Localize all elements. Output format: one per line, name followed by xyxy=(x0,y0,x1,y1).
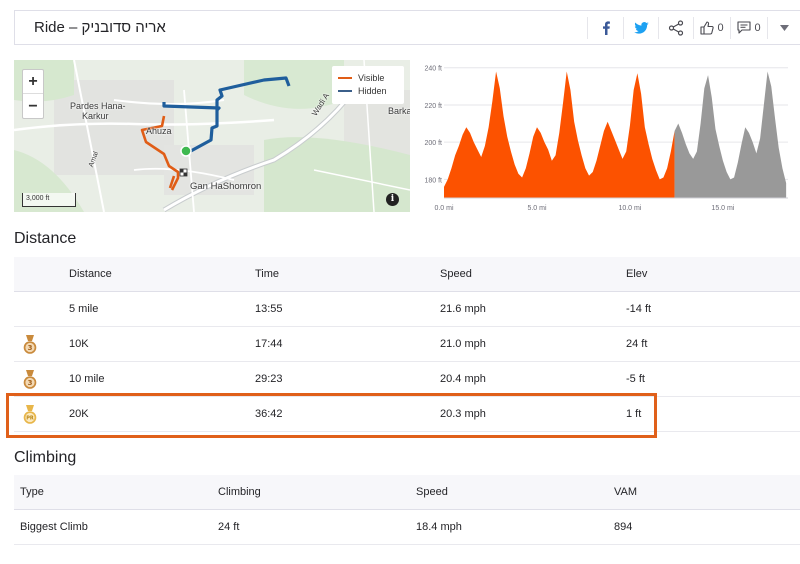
cell-speed: 21.0 mph xyxy=(440,338,486,350)
y-tick-label: 240 ft xyxy=(424,66,442,73)
cell-time: 17:44 xyxy=(255,338,283,350)
map-place-label: Ahuza xyxy=(146,126,172,136)
header-divider xyxy=(587,17,588,39)
cell-speed: 20.3 mph xyxy=(440,408,486,420)
table-row[interactable]: PR 20K 36:42 20.3 mph 1 ft xyxy=(14,397,800,432)
elevation-area-hidden xyxy=(674,71,787,198)
header-divider xyxy=(623,17,624,39)
column-header-elev: Elev xyxy=(626,268,648,280)
map-legend: Visible Hidden xyxy=(332,66,404,104)
column-header-type: Type xyxy=(20,486,44,498)
x-tick-label: 10.0 mi xyxy=(618,205,641,212)
cell-type: Biggest Climb xyxy=(20,521,88,533)
map-place-label: Barka xyxy=(388,106,410,116)
legend-item-visible: Visible xyxy=(338,71,398,84)
comments-count: 0 xyxy=(754,21,761,34)
info-icon[interactable]: i xyxy=(386,193,399,206)
cell-vam: 894 xyxy=(614,521,633,533)
cell-speed: 20.4 mph xyxy=(440,373,486,385)
header-divider xyxy=(767,17,768,39)
bronze-medal-icon: 3 xyxy=(23,370,37,389)
medal-rank: PR xyxy=(26,416,34,422)
cell-time: 36:42 xyxy=(255,408,283,420)
cell-speed: 18.4 mph xyxy=(416,521,462,533)
column-header-time: Time xyxy=(255,268,280,280)
row-highlight-box xyxy=(6,393,657,438)
cell-time: 29:23 xyxy=(255,373,283,385)
column-header-speed: Speed xyxy=(416,486,448,498)
kudos-button[interactable]: 0 xyxy=(694,11,730,44)
column-header-distance: Distance xyxy=(69,268,112,280)
cell-time: 13:55 xyxy=(255,303,283,315)
caret-down-icon xyxy=(780,24,789,31)
elevation-chart[interactable]: 240 ft 220 ft 200 ft 180 ft 0.0 mi 5.0 mi 10.0… xyxy=(418,60,800,216)
map-place-label: Pardes Hana- Karkur xyxy=(70,101,126,121)
climbing-section-title: Climbing xyxy=(14,449,77,466)
x-tick-label: 5.0 mi xyxy=(527,205,547,212)
map-zoom-control: + − xyxy=(22,69,44,119)
legend-swatch xyxy=(338,89,352,92)
medal-rank: 3 xyxy=(28,379,33,387)
share-button[interactable] xyxy=(659,11,693,44)
share-icon xyxy=(668,19,684,36)
zoom-in-button[interactable]: + xyxy=(23,70,43,94)
distance-section-title: Distance xyxy=(14,230,77,247)
table-header: Distance Time Speed Elev xyxy=(14,257,800,292)
activity-header: אריה סדובניק – Ride 0 0 xyxy=(14,10,800,45)
route-map[interactable]: Pardes Hana- Karkur Ahuza Gan HaShomron … xyxy=(14,60,410,212)
map-scale-bar: 3,000 ft xyxy=(22,193,76,207)
header-divider xyxy=(658,17,659,39)
y-tick-label: 200 ft xyxy=(424,140,442,147)
table-row[interactable]: 3 10 mile 29:23 20.4 mph -5 ft xyxy=(14,362,800,397)
column-header-climbing: Climbing xyxy=(218,486,261,498)
table-row[interactable]: Biggest Climb 24 ft 18.4 mph 894 xyxy=(14,510,800,545)
activity-title: אריה סדובניק – Ride xyxy=(34,19,166,36)
table-row[interactable]: 5 mile 13:55 21.6 mph -14 ft xyxy=(14,292,800,327)
header-divider xyxy=(693,17,694,39)
y-tick-label: 180 ft xyxy=(424,177,442,184)
table-row[interactable]: 3 10K 17:44 21.0 mph 24 ft xyxy=(14,327,800,362)
elevation-area-visible xyxy=(444,71,675,198)
cell-speed: 21.6 mph xyxy=(440,303,486,315)
cell-elev: -14 ft xyxy=(626,303,652,315)
table-header: Type Climbing Speed VAM xyxy=(14,475,800,510)
twitter-icon xyxy=(633,21,649,34)
column-header-vam: VAM xyxy=(614,486,638,498)
column-header-speed: Speed xyxy=(440,268,472,280)
share-twitter-button[interactable] xyxy=(624,11,658,44)
comments-button[interactable]: 0 xyxy=(731,11,767,44)
legend-swatch xyxy=(338,76,352,79)
bronze-medal-icon: 3 xyxy=(23,335,37,354)
cell-elev: 24 ft xyxy=(626,338,648,350)
cell-elev: 1 ft xyxy=(626,408,642,420)
cell-elev: -5 ft xyxy=(626,373,645,385)
kudos-count: 0 xyxy=(717,21,724,34)
zoom-out-button[interactable]: − xyxy=(28,98,38,115)
distance-table: Distance Time Speed Elev 5 mile 13:55 21… xyxy=(14,257,800,432)
climbing-table: Type Climbing Speed VAM Biggest Climb 24… xyxy=(14,475,800,545)
thumbs-up-icon xyxy=(700,20,715,35)
header-divider xyxy=(730,17,731,39)
share-facebook-button[interactable] xyxy=(589,11,623,44)
medal-rank: 3 xyxy=(28,344,33,352)
legend-item-hidden: Hidden xyxy=(338,84,398,97)
actions-dropdown-button[interactable] xyxy=(768,11,800,44)
pr-medal-icon: PR xyxy=(23,405,37,424)
facebook-icon xyxy=(603,20,610,35)
cell-distance: 10K xyxy=(69,338,89,350)
comment-icon xyxy=(737,21,751,34)
cell-distance: 20K xyxy=(69,408,89,420)
y-tick-label: 220 ft xyxy=(424,103,442,110)
cell-distance: 10 mile xyxy=(69,373,105,385)
x-tick-label: 15.0 mi xyxy=(711,205,734,212)
x-tick-label: 0.0 mi xyxy=(434,205,454,212)
cell-climbing: 24 ft xyxy=(218,521,240,533)
map-place-label: Gan HaShomron xyxy=(190,181,262,192)
elevation-chart-svg: 240 ft 220 ft 200 ft 180 ft 0.0 mi 5.0 mi 10.0… xyxy=(424,66,788,212)
cell-distance: 5 mile xyxy=(69,303,99,315)
